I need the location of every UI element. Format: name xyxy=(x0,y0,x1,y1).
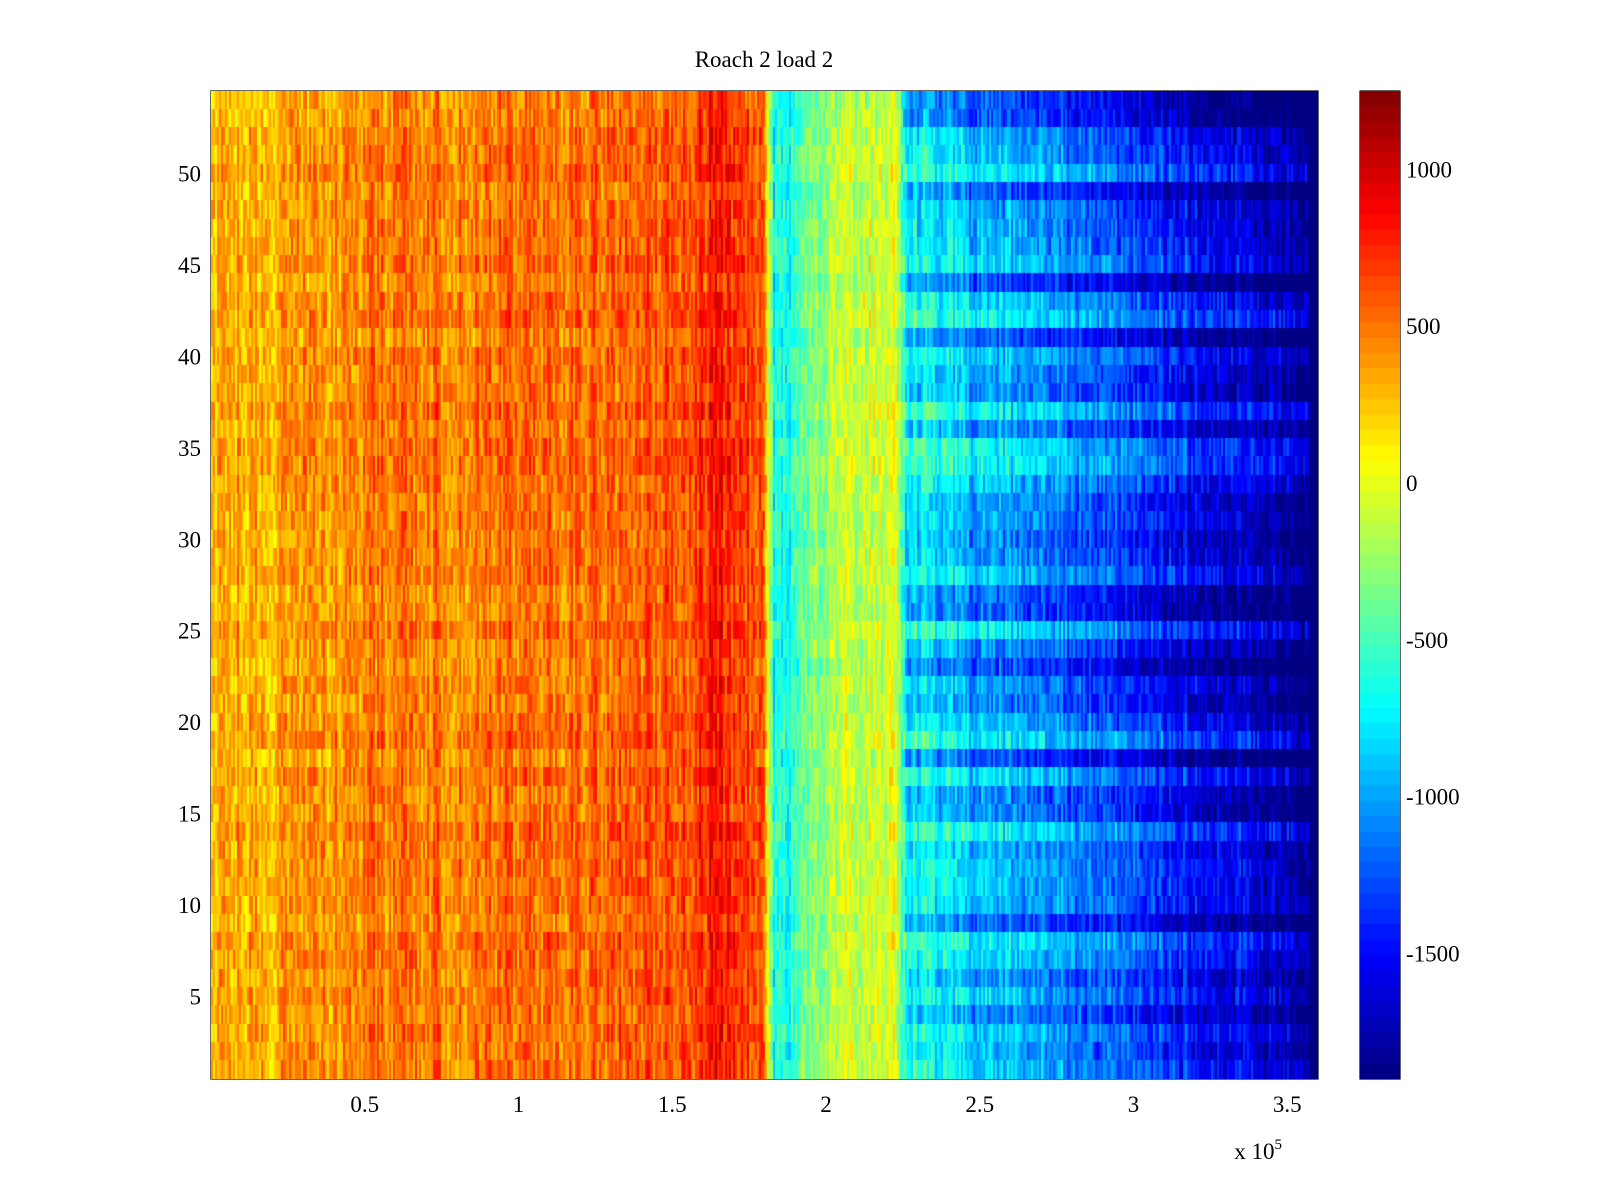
y-tick-label: 35 xyxy=(178,436,201,461)
y-tick-label: 30 xyxy=(178,527,201,552)
x-tick-label: 1.5 xyxy=(658,1092,687,1117)
colorbar-tick-label: 500 xyxy=(1406,314,1441,339)
y-axis-ticks: 5 10 15 20 25 30 35 40 45 50 xyxy=(178,161,1318,1010)
x-tick-label: 2 xyxy=(820,1092,832,1117)
colorbar-tick-label: 0 xyxy=(1406,471,1418,496)
y-tick-label: 15 xyxy=(178,802,201,827)
x-tick-label: 0.5 xyxy=(350,1092,379,1117)
colorbar-tick-label: -500 xyxy=(1406,628,1448,653)
y-tick-label: 10 xyxy=(178,893,201,918)
y-tick-label: 40 xyxy=(178,344,201,369)
y-tick-label: 25 xyxy=(178,619,201,644)
x-axis-multiplier: x 105 xyxy=(1234,1137,1282,1164)
y-tick-label: 45 xyxy=(178,253,201,278)
y-tick-label: 20 xyxy=(178,710,201,735)
chart-title: Roach 2 load 2 xyxy=(695,47,834,72)
y-tick-label: 50 xyxy=(178,161,201,186)
colorbar-tick-label: -1500 xyxy=(1406,942,1460,967)
x-axis-multiplier-exponent: 5 xyxy=(1275,1137,1283,1153)
colorbar-ticks: 1000 500 0 -500 -1000 -1500 xyxy=(1360,157,1460,967)
x-tick-label: 3.5 xyxy=(1273,1092,1302,1117)
x-tick-label: 2.5 xyxy=(965,1092,994,1117)
colorbar-gradient xyxy=(1360,91,1400,1079)
colorbar-tick-label: -1000 xyxy=(1406,785,1460,810)
x-axis-multiplier-base: x 10 xyxy=(1234,1139,1274,1164)
y-tick-label: 5 xyxy=(190,985,202,1010)
x-tick-label: 3 xyxy=(1128,1092,1140,1117)
x-tick-label: 1 xyxy=(513,1092,525,1117)
colorbar-tick-label: 1000 xyxy=(1406,157,1452,182)
heatmap-image xyxy=(211,91,1318,1079)
